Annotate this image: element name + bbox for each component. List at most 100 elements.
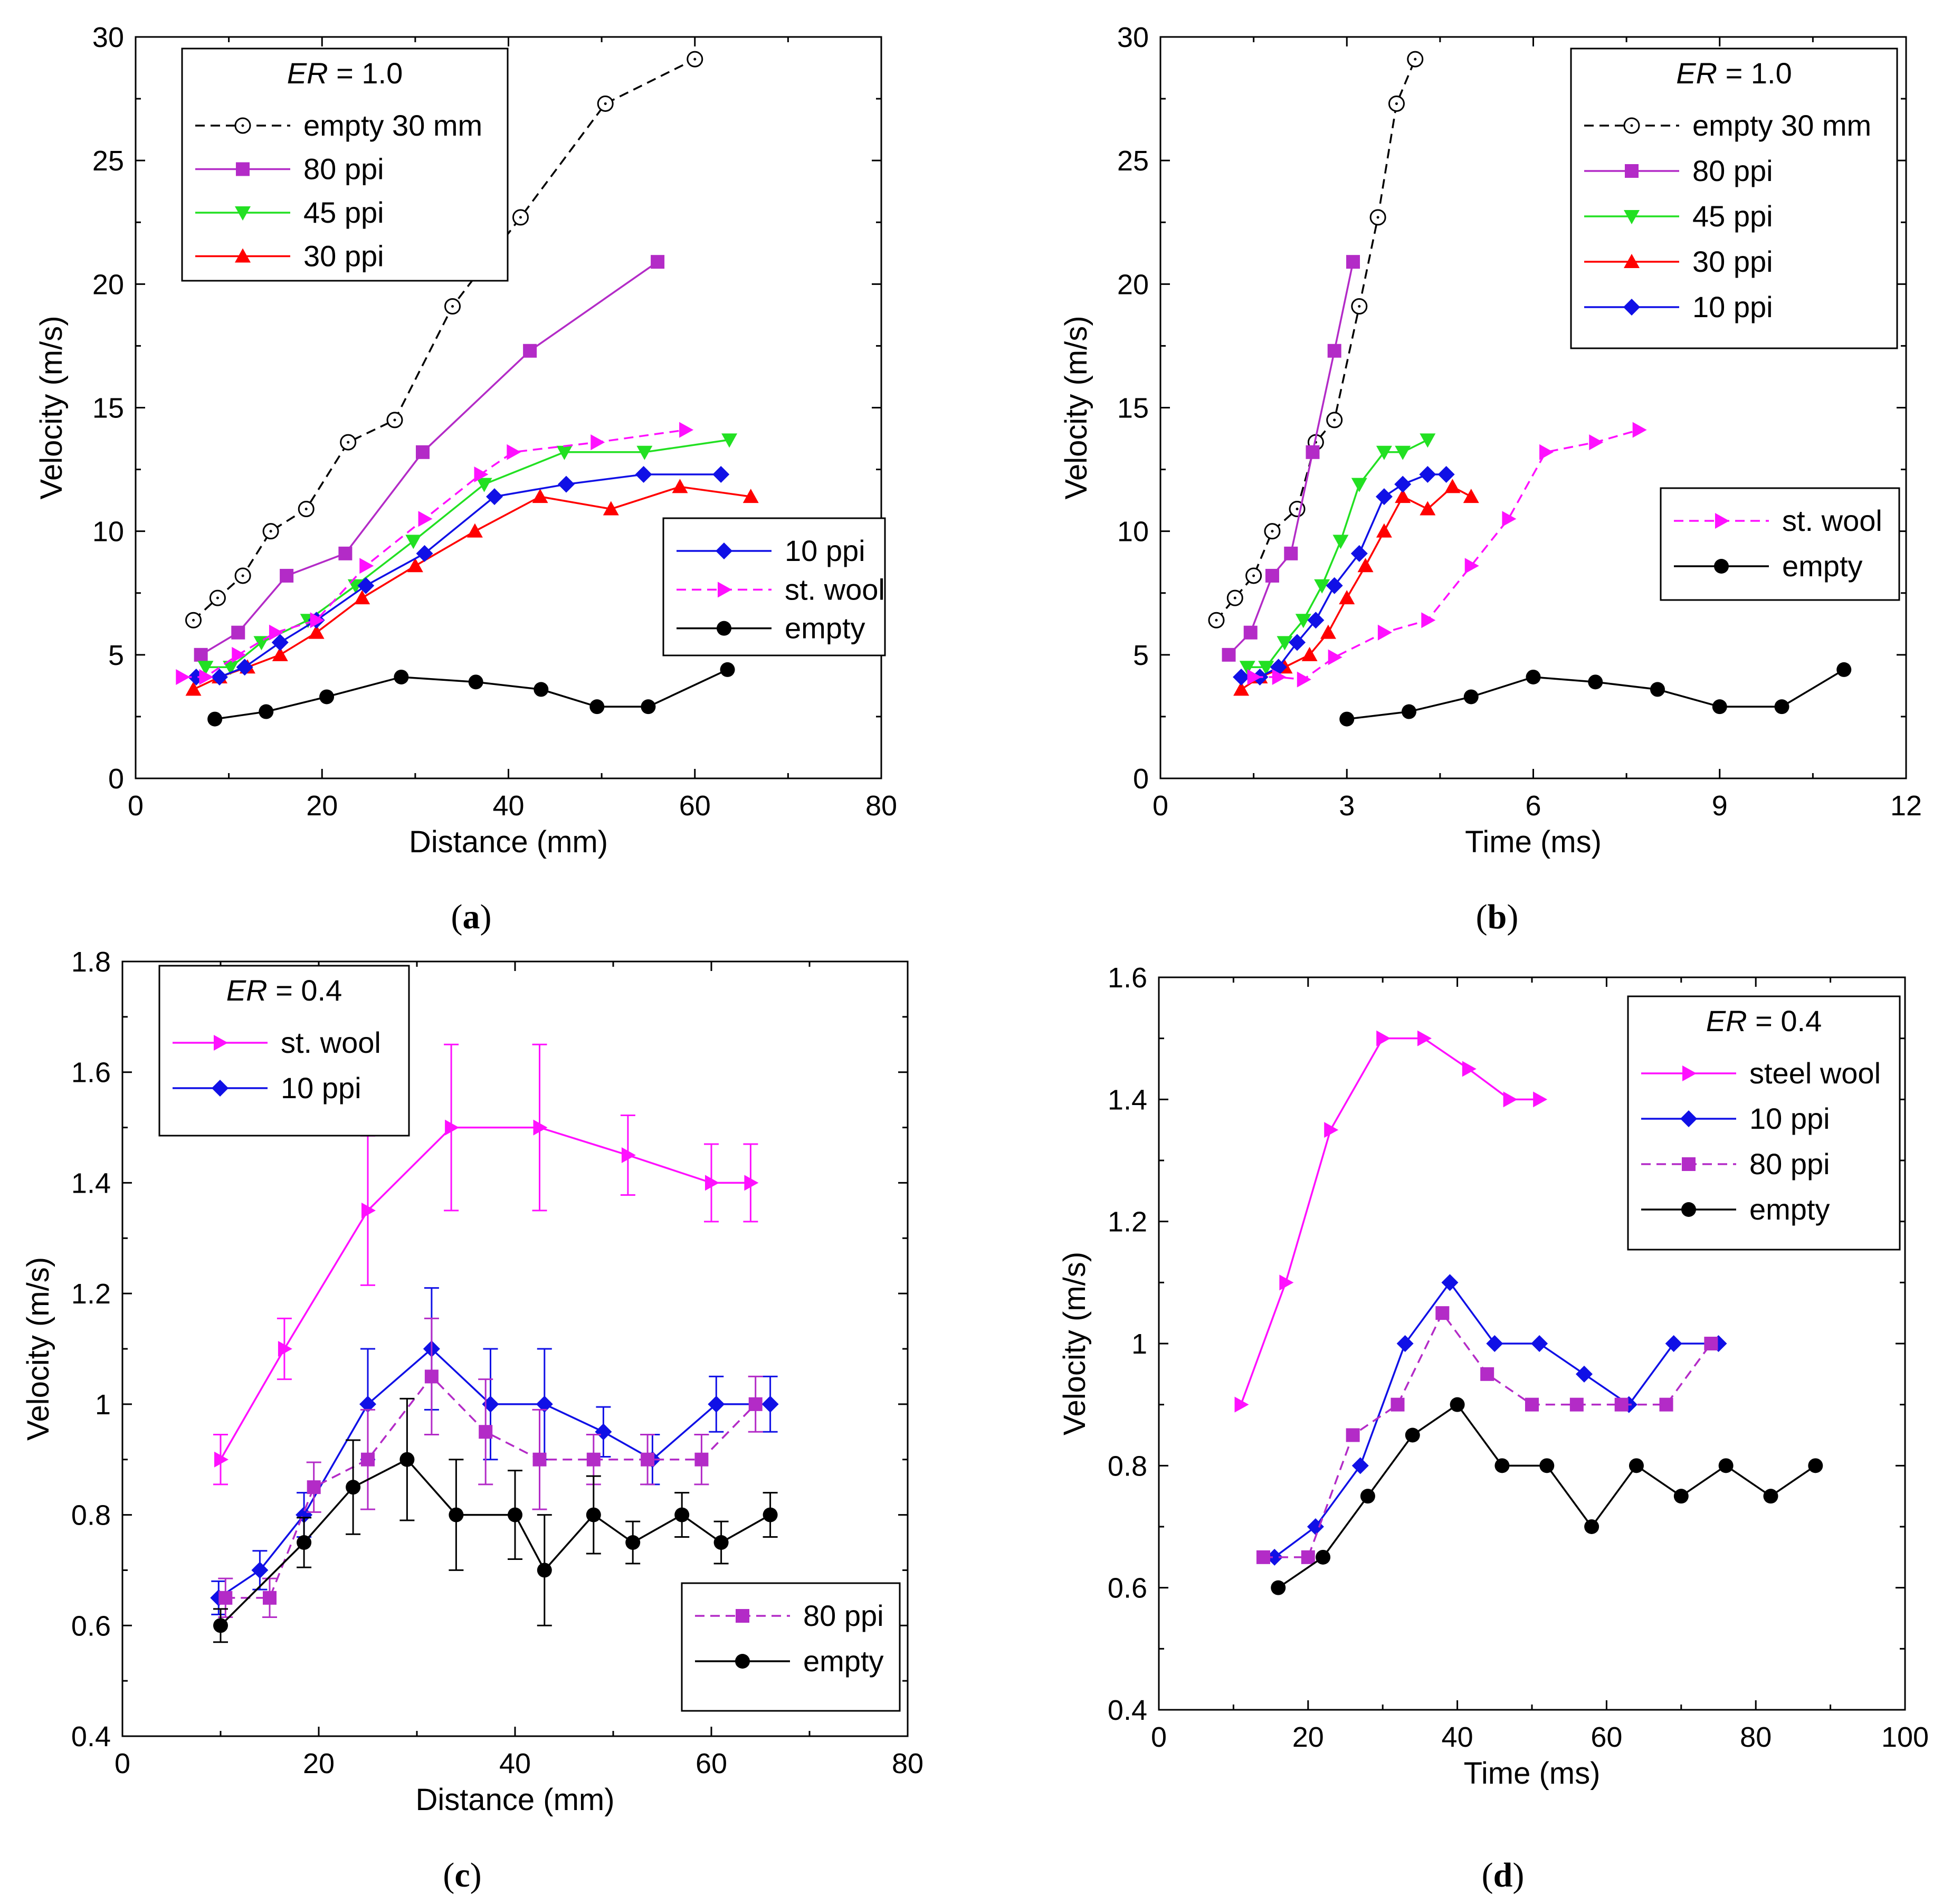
series-st-wool xyxy=(176,422,694,685)
data-point xyxy=(1301,1550,1315,1564)
data-point xyxy=(1277,636,1293,651)
y-tick-label: 10 xyxy=(1117,516,1149,548)
legend-marker xyxy=(1682,1157,1696,1171)
series-80-ppi xyxy=(1256,1306,1718,1564)
legend-label: st. wool xyxy=(281,1026,381,1059)
data-point xyxy=(1632,422,1647,438)
data-point xyxy=(416,445,430,459)
series-80-ppi xyxy=(218,1317,763,1619)
data-point xyxy=(1339,711,1355,727)
legend-2: st. wool empty xyxy=(1660,487,1900,601)
data-point-dot xyxy=(1271,530,1274,533)
series-empty xyxy=(213,1397,778,1643)
data-point xyxy=(1346,1428,1360,1442)
y-tick-label: 30 xyxy=(1117,22,1149,53)
data-point xyxy=(474,466,489,482)
data-point xyxy=(1394,475,1412,493)
data-point xyxy=(359,558,374,574)
chart-a: 0 20 40 60 80 0 5 10 15 20 25 30 Distance (mm) Veloci… xyxy=(34,22,897,859)
series-st-wool xyxy=(213,1043,759,1486)
chart-b: 0 3 6 9 12 0 5 10 15 20 25 30 Time (ms) Velocity (m/s… xyxy=(1059,22,1922,859)
data-point xyxy=(1569,1397,1584,1412)
y-tick-label: 1 xyxy=(1131,1328,1147,1360)
data-point xyxy=(1526,669,1541,684)
data-point xyxy=(1673,1489,1689,1504)
data-point xyxy=(308,624,325,639)
legend-label: empty 30 mm xyxy=(303,109,482,142)
series-10-ppi xyxy=(187,465,730,686)
data-point xyxy=(1539,444,1554,460)
data-point xyxy=(1307,1518,1324,1535)
data-point xyxy=(507,444,521,460)
x-tick-label: 60 xyxy=(696,1748,727,1779)
data-point xyxy=(259,704,274,719)
data-point-dot xyxy=(269,530,272,533)
data-point xyxy=(586,1507,601,1522)
data-point xyxy=(185,681,202,696)
x-tick-label: 9 xyxy=(1712,790,1728,822)
data-point xyxy=(556,445,573,460)
x-tick-label: 40 xyxy=(499,1748,531,1779)
data-point xyxy=(694,1452,709,1467)
legend-label: 10 ppi xyxy=(1692,290,1773,323)
data-point xyxy=(721,433,738,448)
data-point-dot xyxy=(1376,216,1379,219)
data-point xyxy=(1533,1091,1548,1108)
data-point xyxy=(1234,1396,1249,1413)
data-point xyxy=(416,545,433,562)
data-point xyxy=(635,465,652,483)
x-tick-label: 80 xyxy=(892,1748,923,1779)
data-point xyxy=(466,523,483,538)
data-point xyxy=(338,546,353,560)
legend-marker xyxy=(717,621,731,636)
x-tick-label: 0 xyxy=(1151,1721,1167,1753)
data-point xyxy=(1437,465,1455,483)
data-point xyxy=(742,489,759,503)
x-tick-label: 3 xyxy=(1339,790,1355,822)
data-point-dot xyxy=(1296,508,1299,511)
x-axis-label: Time (ms) xyxy=(1464,1756,1601,1791)
legend-marker xyxy=(736,1609,749,1623)
data-point xyxy=(1808,1458,1823,1473)
legend-marker xyxy=(212,1080,228,1097)
data-point xyxy=(211,668,228,686)
data-point xyxy=(537,1563,552,1578)
data-point xyxy=(263,1591,277,1605)
series-empty xyxy=(1339,662,1852,727)
data-point xyxy=(1339,590,1355,605)
data-point xyxy=(280,568,294,583)
legend-label: steel wool xyxy=(1749,1056,1881,1090)
data-point xyxy=(307,1480,321,1494)
legend-box xyxy=(158,965,410,1137)
legend-box xyxy=(681,1582,901,1712)
data-point xyxy=(1327,344,1341,358)
data-point xyxy=(1233,668,1250,686)
data-point xyxy=(424,1369,439,1384)
y-tick-label: 10 xyxy=(92,516,124,548)
legend-box xyxy=(1570,47,1898,349)
y-tick-label: 0.8 xyxy=(71,1500,111,1531)
data-point xyxy=(532,489,548,503)
data-point xyxy=(1539,1458,1555,1473)
data-point xyxy=(532,1452,547,1467)
data-point xyxy=(1444,479,1461,493)
data-point xyxy=(297,1535,312,1550)
legend-box xyxy=(662,517,886,656)
data-point xyxy=(449,1507,464,1522)
data-point xyxy=(407,558,423,573)
data-point xyxy=(1328,649,1342,665)
y-tick-label: 1.6 xyxy=(1108,962,1147,994)
data-point xyxy=(1320,624,1336,639)
data-point xyxy=(1289,634,1306,651)
x-tick-label: 80 xyxy=(865,790,897,822)
data-point xyxy=(1419,465,1436,483)
data-point xyxy=(1450,1397,1465,1412)
y-tick-label: 25 xyxy=(92,145,124,177)
data-point xyxy=(1375,488,1393,506)
legend-marker xyxy=(735,1654,750,1669)
legend-label: 80 ppi xyxy=(803,1599,884,1632)
data-point xyxy=(1420,501,1436,516)
data-point xyxy=(346,1480,361,1495)
legend-title: ER = 0.4 xyxy=(226,974,342,1007)
data-point xyxy=(405,535,422,549)
